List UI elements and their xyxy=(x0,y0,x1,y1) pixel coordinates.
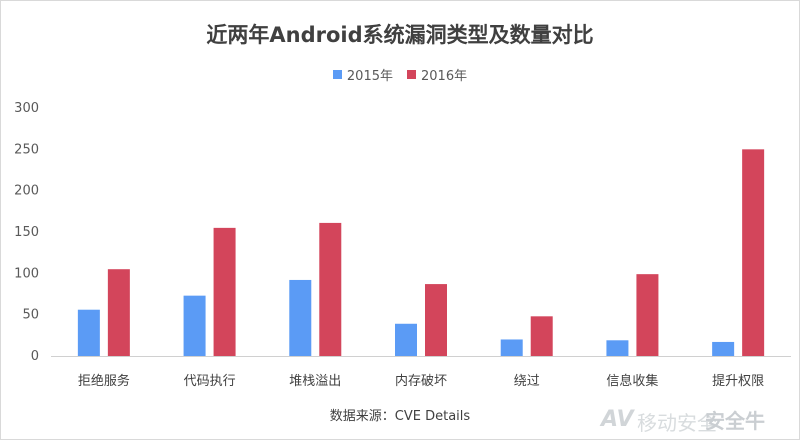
x-tick-label: 堆栈溢出 xyxy=(289,374,341,389)
data-source-note: 数据来源：CVE Details xyxy=(329,409,471,424)
x-tick-label: 拒绝服务 xyxy=(78,373,130,389)
bar xyxy=(183,295,206,356)
chart-title: 近两年Android系统漏洞类型及数量对比 xyxy=(206,23,594,47)
y-tick-label: 50 xyxy=(22,308,39,323)
x-tick-label: 信息收集 xyxy=(606,373,658,389)
legend-swatch-2015 xyxy=(332,70,342,79)
bar xyxy=(742,149,765,356)
watermark-brand: 安全牛 xyxy=(705,409,765,433)
x-tick-label: 内存破坏 xyxy=(395,373,447,389)
legend-item-2015: 2015年 xyxy=(332,65,393,84)
y-tick-label: 150 xyxy=(14,225,39,240)
bar xyxy=(636,274,659,356)
watermark-av: AV xyxy=(601,407,634,432)
y-tick-label: 200 xyxy=(14,184,39,199)
bar xyxy=(500,339,523,356)
legend-item-2016: 2016年 xyxy=(407,65,467,84)
watermark-middle: 移动安全 xyxy=(637,411,717,435)
x-tick-label: 代码执行 xyxy=(184,374,236,389)
bar xyxy=(395,323,417,356)
legend-label-2016: 2016年 xyxy=(421,69,468,84)
bar xyxy=(712,341,735,356)
x-tick-label: 提升权限 xyxy=(712,373,764,389)
bar xyxy=(289,279,312,356)
bar xyxy=(77,309,100,356)
legend-swatch-2016 xyxy=(407,70,416,79)
bar xyxy=(107,269,130,356)
bar xyxy=(530,316,553,356)
chart-legend: 2015年 2016年 xyxy=(1,65,799,84)
y-tick-label: 300 xyxy=(14,101,39,116)
y-tick-label: 250 xyxy=(14,142,39,157)
bar xyxy=(319,222,342,356)
bar xyxy=(425,284,447,356)
watermark-logo: AV 移动安全 安全牛 xyxy=(601,403,791,437)
bar xyxy=(606,340,629,356)
legend-label-2015: 2015年 xyxy=(346,69,393,84)
bar xyxy=(213,227,236,356)
y-tick-label: 100 xyxy=(14,266,39,281)
x-tick-label: 绕过 xyxy=(514,374,540,389)
y-tick-label: 0 xyxy=(31,349,39,364)
